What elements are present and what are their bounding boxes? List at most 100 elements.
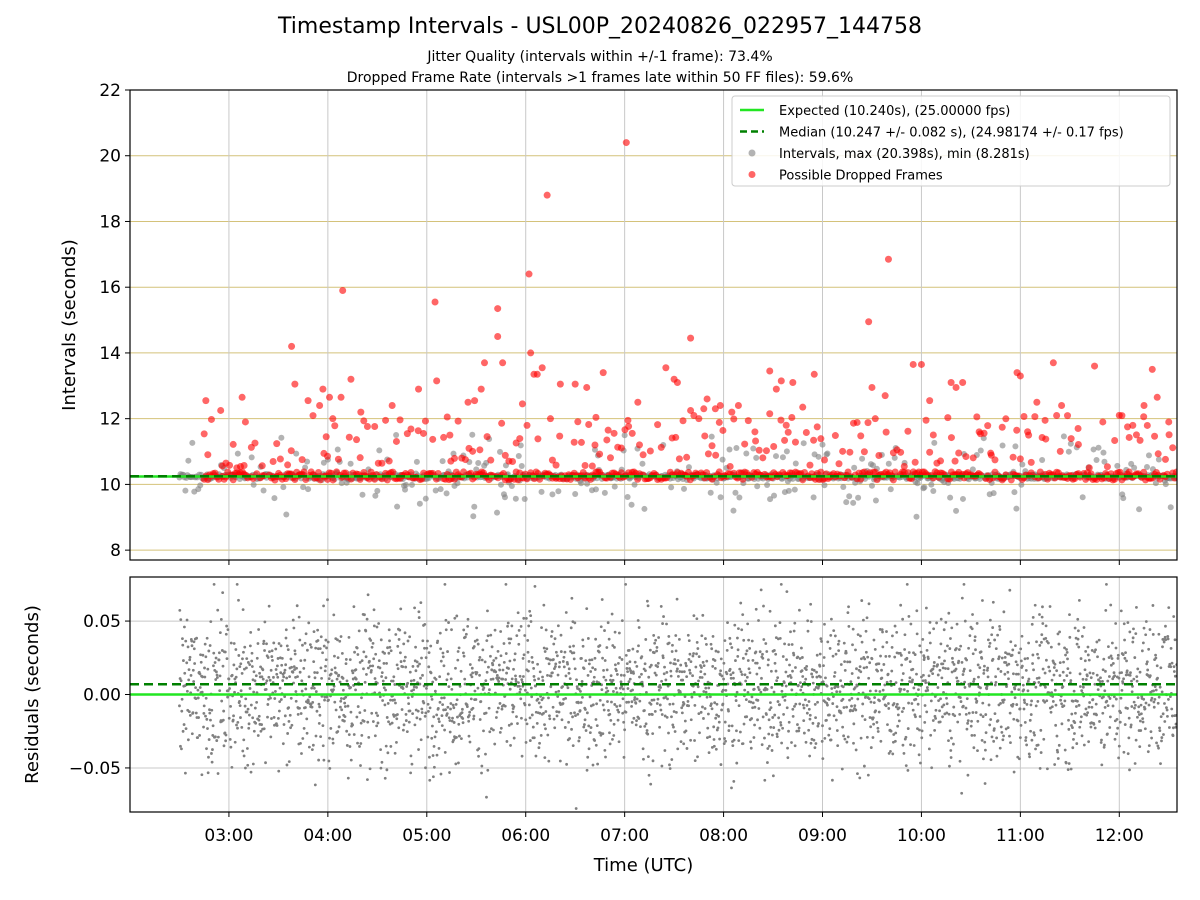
residual-point — [183, 625, 186, 629]
interval-point — [743, 450, 750, 457]
residual-point — [963, 686, 967, 689]
residual-point — [672, 710, 676, 713]
residual-point — [1142, 626, 1146, 630]
residual-point — [912, 686, 916, 690]
residual-point — [755, 661, 759, 665]
residual-point — [405, 730, 409, 734]
residual-point — [1034, 747, 1037, 751]
residual-point — [1068, 671, 1072, 675]
interval-point — [792, 460, 799, 467]
residual-point — [1140, 649, 1144, 653]
residual-point — [291, 670, 295, 674]
residual-point — [313, 676, 317, 680]
residual-point — [229, 641, 233, 645]
residual-point — [715, 702, 719, 706]
residual-point — [854, 648, 857, 652]
interval-point — [439, 458, 446, 465]
residual-point — [537, 701, 541, 705]
residual-point — [394, 701, 397, 705]
residual-point — [778, 636, 782, 640]
residual-point — [397, 638, 401, 641]
residual-point — [849, 708, 852, 712]
residual-point — [464, 632, 468, 636]
residual-point — [316, 647, 320, 651]
residual-point — [648, 648, 652, 652]
residual-point — [327, 759, 331, 763]
residual-point — [541, 696, 545, 700]
residual-point — [853, 686, 857, 690]
residual-point — [366, 593, 370, 597]
residual-point — [688, 671, 692, 675]
residual-point — [484, 711, 488, 715]
residual-point — [1053, 688, 1057, 692]
residual-point — [216, 735, 220, 739]
interval-point — [624, 494, 631, 501]
residual-point — [906, 727, 910, 730]
residual-point — [782, 713, 785, 716]
residual-point — [880, 668, 883, 672]
residual-point — [428, 755, 431, 759]
residual-point — [1107, 656, 1111, 659]
residual-point — [747, 667, 751, 671]
residual-point — [809, 620, 813, 623]
dropped-frame-point — [331, 422, 339, 430]
residual-point — [1096, 655, 1099, 659]
residual-point — [365, 673, 368, 676]
residual-point — [553, 667, 556, 671]
residual-point — [266, 656, 270, 659]
residual-point — [786, 746, 789, 750]
residual-point — [328, 766, 332, 770]
residual-point — [1055, 669, 1059, 673]
residual-point — [625, 667, 629, 670]
residual-point — [630, 720, 634, 724]
residual-point — [1062, 660, 1065, 664]
dropped-frame-point — [1016, 372, 1024, 380]
dropped-frame-point — [929, 431, 937, 439]
residual-point — [616, 708, 620, 712]
residual-point — [697, 655, 701, 659]
residual-point — [446, 650, 449, 653]
residual-point — [847, 624, 851, 628]
dropped-frame-point — [498, 419, 506, 427]
residual-point — [299, 712, 303, 715]
residual-point — [637, 717, 641, 720]
residual-point — [185, 661, 189, 665]
residual-point — [331, 741, 335, 745]
residual-point — [608, 712, 612, 716]
residual-point — [886, 672, 890, 676]
residual-point — [305, 731, 309, 735]
residual-point — [964, 706, 968, 710]
residual-point — [949, 637, 952, 640]
residual-point — [196, 696, 200, 700]
dropped-frame-point — [904, 469, 912, 477]
residual-point — [660, 679, 663, 683]
residual-point — [938, 709, 941, 713]
residual-point — [760, 743, 764, 747]
interval-point — [359, 491, 366, 498]
residual-point — [561, 702, 565, 705]
residual-point — [322, 758, 326, 762]
residual-point — [358, 745, 361, 748]
residual-point — [891, 752, 895, 756]
residual-point — [1002, 734, 1005, 738]
dropped-frame-point — [770, 443, 778, 451]
residual-point — [477, 658, 481, 662]
residual-point — [1056, 632, 1060, 636]
residual-point — [324, 638, 328, 642]
residual-point — [333, 666, 337, 670]
dropped-frame-point — [882, 428, 890, 436]
residual-point — [772, 690, 776, 694]
residual-point — [818, 652, 822, 656]
dropped-frame-point — [955, 449, 963, 457]
residual-point — [733, 623, 737, 627]
residual-point — [397, 726, 401, 730]
residual-point — [518, 690, 522, 694]
residual-point — [665, 622, 668, 626]
residual-point — [420, 707, 424, 711]
residual-point — [461, 707, 464, 711]
dropped-frame-point — [1153, 393, 1161, 401]
residual-point — [701, 705, 704, 709]
residual-point — [585, 711, 589, 715]
residual-point — [602, 708, 606, 712]
residual-point — [1116, 653, 1120, 657]
